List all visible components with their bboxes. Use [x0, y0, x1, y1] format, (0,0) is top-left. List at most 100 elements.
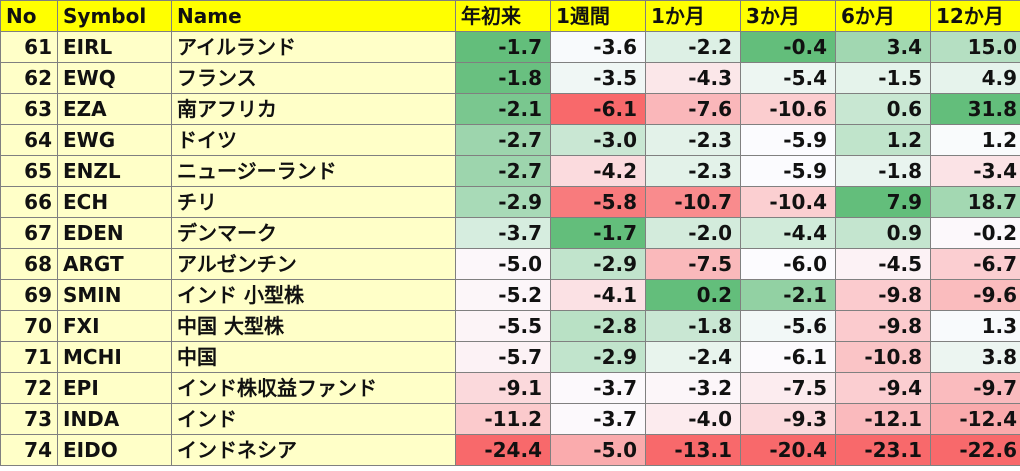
table-row: 65 ENZL ニュージーランド -2.7 -4.2 -2.3 -5.9 -1.8 -3.4 [0, 155, 1020, 187]
value-cell: -6.1 [550, 93, 646, 125]
value-cell: -1.8 [455, 62, 551, 94]
value-cell: -7.5 [645, 248, 741, 280]
value-cell: -4.5 [835, 248, 931, 280]
symbol-cell: EZA [57, 93, 172, 125]
value-cell: -12.1 [835, 403, 931, 435]
value-cell: -3.2 [645, 372, 741, 404]
value-cell: -3.7 [455, 217, 551, 249]
value-cell: -2.2 [645, 31, 741, 63]
row-number: 70 [0, 310, 58, 342]
value-cell: 7.9 [835, 186, 931, 218]
column-header: 3か月 [740, 0, 836, 32]
value-cell: -5.6 [740, 310, 836, 342]
name-cell: アイルランド [171, 31, 456, 63]
value-cell: -5.0 [455, 248, 551, 280]
row-number: 61 [0, 31, 58, 63]
row-number: 71 [0, 341, 58, 373]
table-row: 63 EZA 南アフリカ -2.1 -6.1 -7.6 -10.6 0.6 31.8 [0, 93, 1020, 125]
value-cell: -10.7 [645, 186, 741, 218]
value-cell: -5.4 [740, 62, 836, 94]
value-cell: -5.0 [550, 434, 646, 466]
table-row: 71 MCHI 中国 -5.7 -2.9 -2.4 -6.1 -10.8 3.8 [0, 341, 1020, 373]
value-cell: -5.8 [550, 186, 646, 218]
row-number: 63 [0, 93, 58, 125]
value-cell: -5.7 [455, 341, 551, 373]
value-cell: -6.1 [740, 341, 836, 373]
value-cell: -2.3 [645, 155, 741, 187]
name-cell: インド 小型株 [171, 279, 456, 311]
value-cell: -5.2 [455, 279, 551, 311]
value-cell: -9.3 [740, 403, 836, 435]
row-number: 68 [0, 248, 58, 280]
value-cell: -9.1 [455, 372, 551, 404]
table-row: 69 SMIN インド 小型株 -5.2 -4.1 0.2 -2.1 -9.8 -9.6 [0, 279, 1020, 311]
symbol-cell: ECH [57, 186, 172, 218]
value-cell: -1.7 [455, 31, 551, 63]
symbol-cell: MCHI [57, 341, 172, 373]
name-cell: アルゼンチン [171, 248, 456, 280]
value-cell: -9.8 [835, 310, 931, 342]
value-cell: -3.0 [550, 124, 646, 156]
symbol-cell: INDA [57, 403, 172, 435]
row-number: 64 [0, 124, 58, 156]
row-number: 67 [0, 217, 58, 249]
table-body: 61 EIRL アイルランド -1.7 -3.6 -2.2 -0.4 3.4 15.0 62 EWQ… [0, 31, 1020, 466]
table-row: 66 ECH チリ -2.9 -5.8 -10.7 -10.4 7.9 18.7 [0, 186, 1020, 218]
value-cell: -2.7 [455, 155, 551, 187]
value-cell: -3.6 [550, 31, 646, 63]
name-cell: フランス [171, 62, 456, 94]
column-header: 6か月 [835, 0, 931, 32]
value-cell: 1.2 [930, 124, 1020, 156]
value-cell: -5.5 [455, 310, 551, 342]
symbol-cell: SMIN [57, 279, 172, 311]
column-header: Symbol [57, 0, 172, 32]
value-cell: -3.4 [930, 155, 1020, 187]
row-number: 72 [0, 372, 58, 404]
value-cell: -20.4 [740, 434, 836, 466]
table-row: 73 INDA インド -11.2 -3.7 -4.0 -9.3 -12.1 -12.4 [0, 403, 1020, 435]
value-cell: -11.2 [455, 403, 551, 435]
value-cell: -9.4 [835, 372, 931, 404]
row-number: 69 [0, 279, 58, 311]
value-cell: 31.8 [930, 93, 1020, 125]
name-cell: 南アフリカ [171, 93, 456, 125]
symbol-cell: EDEN [57, 217, 172, 249]
value-cell: -1.7 [550, 217, 646, 249]
column-header: 年初来 [455, 0, 551, 32]
row-number: 73 [0, 403, 58, 435]
value-cell: -4.3 [645, 62, 741, 94]
value-cell: 18.7 [930, 186, 1020, 218]
symbol-cell: EWG [57, 124, 172, 156]
value-cell: -4.2 [550, 155, 646, 187]
value-cell: 4.9 [930, 62, 1020, 94]
value-cell: -2.9 [550, 248, 646, 280]
symbol-cell: ARGT [57, 248, 172, 280]
value-cell: -3.7 [550, 372, 646, 404]
name-cell: ドイツ [171, 124, 456, 156]
value-cell: -2.9 [455, 186, 551, 218]
value-cell: -2.8 [550, 310, 646, 342]
value-cell: -9.6 [930, 279, 1020, 311]
value-cell: -0.4 [740, 31, 836, 63]
name-cell: インドネシア [171, 434, 456, 466]
value-cell: -2.3 [645, 124, 741, 156]
table-row: 61 EIRL アイルランド -1.7 -3.6 -2.2 -0.4 3.4 15.0 [0, 31, 1020, 63]
table-row: 68 ARGT アルゼンチン -5.0 -2.9 -7.5 -6.0 -4.5 -6.7 [0, 248, 1020, 280]
symbol-cell: ENZL [57, 155, 172, 187]
value-cell: -1.8 [645, 310, 741, 342]
value-cell: -4.4 [740, 217, 836, 249]
value-cell: -1.8 [835, 155, 931, 187]
column-header: 12か月 [930, 0, 1020, 32]
row-number: 66 [0, 186, 58, 218]
name-cell: インド [171, 403, 456, 435]
column-header: Name [171, 0, 456, 32]
table-row: 67 EDEN デンマーク -3.7 -1.7 -2.0 -4.4 0.9 -0.2 [0, 217, 1020, 249]
value-cell: 15.0 [930, 31, 1020, 63]
value-cell: -2.7 [455, 124, 551, 156]
value-cell: 0.2 [645, 279, 741, 311]
value-cell: -10.6 [740, 93, 836, 125]
value-cell: -4.0 [645, 403, 741, 435]
value-cell: -6.0 [740, 248, 836, 280]
table-row: 70 FXI 中国 大型株 -5.5 -2.8 -1.8 -5.6 -9.8 1.3 [0, 310, 1020, 342]
value-cell: -0.2 [930, 217, 1020, 249]
